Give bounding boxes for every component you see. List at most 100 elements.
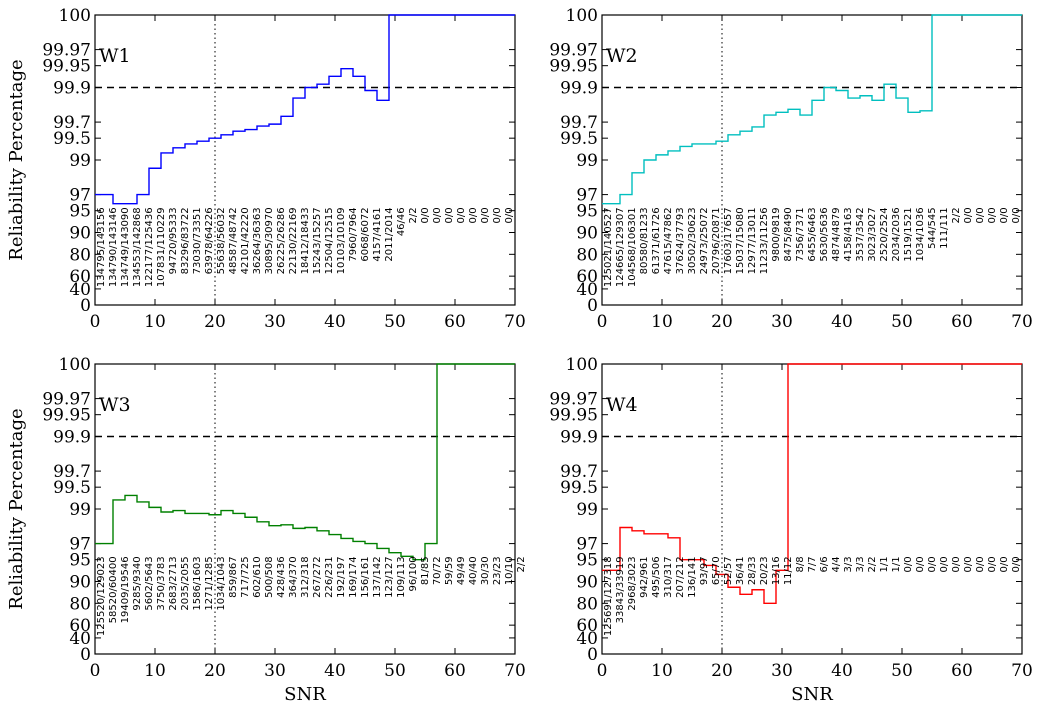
y-tick-label: 40 — [69, 280, 91, 300]
count-label: 6455/6463 — [807, 207, 818, 261]
series-line-w4 — [602, 363, 1022, 605]
count-label: 15243/15257 — [312, 207, 323, 274]
count-label: 310/317 — [663, 556, 674, 598]
count-label: 30/30 — [480, 556, 491, 585]
count-label: 0/0 — [963, 207, 974, 223]
y-tick-label: 99.95 — [42, 406, 91, 426]
count-label: 0/0 — [1011, 556, 1022, 572]
count-label: 3/3 — [855, 556, 866, 572]
count-label: 46/46 — [396, 207, 407, 236]
count-label: 226/231 — [324, 556, 335, 598]
x-tick-label: 0 — [597, 312, 608, 332]
count-label: 26225/26286 — [276, 207, 287, 274]
count-label: 500/508 — [264, 556, 275, 598]
count-label: 20/23 — [759, 556, 770, 585]
count-label: 0/0 — [480, 207, 491, 223]
y-tick-label: 99.9 — [560, 428, 598, 448]
y-tick-label: 60 — [576, 616, 598, 636]
count-label: 19409/19546 — [120, 556, 131, 623]
y-tick-label: 80 — [576, 245, 598, 265]
y-tick-label: 99.97 — [42, 41, 91, 61]
panel-label: W2 — [606, 45, 638, 67]
count-label: 93/97 — [699, 556, 710, 585]
x-tick-label: 70 — [1011, 661, 1033, 681]
y-tick-label: 99.7 — [53, 113, 91, 133]
count-label: 0/0 — [939, 556, 950, 572]
x-tick-label: 0 — [90, 661, 101, 681]
count-label: 20796/20871 — [711, 207, 722, 274]
count-label: 7/7 — [807, 556, 818, 572]
count-label: 0/0 — [504, 207, 515, 223]
count-label: 4157/4161 — [372, 207, 383, 261]
count-label: 544/545 — [927, 207, 938, 249]
count-label: 0/0 — [999, 207, 1010, 223]
series-line-w3 — [95, 363, 515, 561]
count-label: 0/0 — [915, 556, 926, 572]
count-label: 36/41 — [735, 556, 746, 585]
y-tick-label: 95 — [69, 202, 91, 222]
count-label: 18412/18433 — [300, 207, 311, 274]
y-tick-label: 99 — [576, 500, 598, 520]
count-label: 58520/60400 — [108, 556, 119, 623]
count-label: 48587/48742 — [228, 207, 239, 274]
count-label: 10103/10109 — [336, 207, 347, 274]
count-label: 33843/33919 — [615, 556, 626, 623]
count-label: 125691/127318 — [603, 556, 614, 636]
x-tick-label: 60 — [444, 661, 466, 681]
y-tick-label: 100 — [566, 6, 598, 26]
count-label: 0/0 — [987, 556, 998, 572]
count-label: 1/1 — [879, 556, 890, 572]
chart-panel-w3: 04060809095979999.599.799.999.9599.97100… — [42, 355, 527, 681]
count-label: 8475/8490 — [783, 207, 794, 261]
count-label: 8/8 — [795, 556, 806, 572]
y-tick-label: 97 — [576, 535, 598, 555]
y-tick-label: 99.7 — [560, 462, 598, 482]
count-label: 81/85 — [420, 556, 431, 585]
y-tick-label: 99.95 — [549, 57, 598, 77]
x-tick-label: 50 — [891, 312, 913, 332]
y-tick-label: 95 — [576, 551, 598, 571]
count-label: 61371/61726 — [651, 207, 662, 274]
count-label: 428/436 — [276, 556, 287, 598]
count-label: 0/0 — [468, 207, 479, 223]
y-tick-label: 99.9 — [560, 79, 598, 99]
x-tick-label: 50 — [384, 661, 406, 681]
count-label: 156/161 — [360, 556, 371, 598]
count-label: 1034/1043 — [216, 556, 227, 610]
y-tick-label: 80 — [576, 594, 598, 614]
x-tick-label: 70 — [504, 312, 526, 332]
x-tick-label: 50 — [891, 661, 913, 681]
count-label: 13/16 — [771, 556, 782, 585]
count-label: 94720/95333 — [168, 207, 179, 274]
count-label: 23/23 — [492, 556, 503, 585]
count-label: 0/0 — [1011, 207, 1022, 223]
count-label: 73030/73351 — [192, 207, 203, 274]
count-label: 134749/143090 — [120, 207, 131, 287]
y-tick-label: 0 — [80, 296, 91, 316]
y-tick-label: 100 — [566, 355, 598, 375]
y-tick-label: 99.7 — [560, 113, 598, 133]
y-tick-label: 40 — [576, 280, 598, 300]
count-label: 1586/1603 — [192, 556, 203, 610]
count-label: 0/0 — [987, 207, 998, 223]
y-tick-label: 40 — [69, 629, 91, 649]
chart-panel-w1: 04060809095979999.599.799.999.9599.97100… — [42, 6, 525, 332]
y-tick-label: 40 — [576, 629, 598, 649]
y-tick-label: 99.97 — [42, 390, 91, 410]
plot-frame — [601, 363, 1023, 655]
count-label: 125520/129023 — [96, 556, 107, 636]
x-tick-label: 40 — [831, 312, 853, 332]
count-label: 0/0 — [963, 556, 974, 572]
y-tick-label: 60 — [69, 616, 91, 636]
count-label: 80580/81233 — [639, 207, 650, 274]
count-label: 83296/83722 — [180, 207, 191, 274]
count-label: 2/2 — [951, 207, 962, 223]
count-label: 2/2 — [408, 207, 419, 223]
y-tick-label: 97 — [576, 186, 598, 206]
x-tick-label: 50 — [384, 312, 406, 332]
x-tick-label: 60 — [444, 312, 466, 332]
count-label: 9800/9819 — [771, 207, 782, 261]
y-tick-label: 99.5 — [560, 129, 598, 149]
count-label: 37624/37793 — [675, 207, 686, 274]
count-label: 24973/25072 — [699, 207, 710, 274]
